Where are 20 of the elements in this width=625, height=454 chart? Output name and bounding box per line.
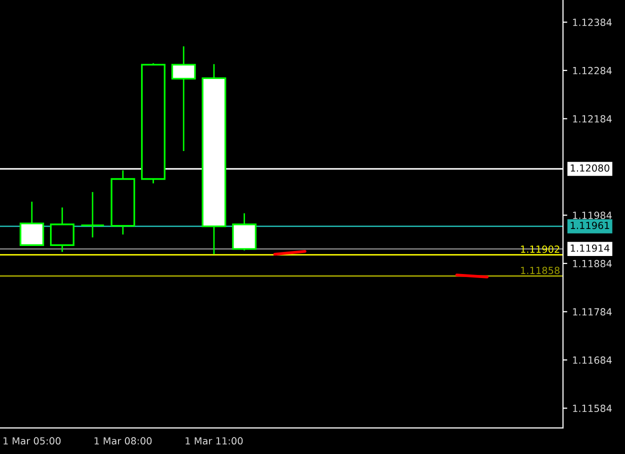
- annotation: 1.11902: [521, 246, 560, 253]
- y-tick-label: 1.11584: [573, 404, 612, 412]
- candlestick: [20, 200, 44, 246]
- candlestick: [80, 191, 105, 238]
- x-tick-label: 1 Mar 11:00: [186, 437, 243, 445]
- x-tick-label: 1 Mar 08:00: [94, 437, 152, 445]
- y-tick-label: 1.11884: [573, 260, 612, 268]
- candlestick: [171, 46, 196, 152]
- candlestick: [50, 206, 74, 253]
- annotation: 1.11858: [521, 266, 560, 274]
- x-tick-label: 1 Mar 05:00: [4, 437, 61, 445]
- y-tick-label: 1.12284: [573, 66, 612, 74]
- ref-line-label: 1.12080: [570, 164, 610, 172]
- y-tick-label: 1.11684: [573, 356, 612, 364]
- y-tick-label: 1.11784: [573, 308, 612, 316]
- ref-line-label: 1.11914: [570, 244, 610, 252]
- y-tick-label: 1.12384: [573, 18, 612, 26]
- ref-line-label: 1.11961: [570, 222, 610, 230]
- y-tick-label: 1.12184: [573, 115, 612, 123]
- y-tick-label: 1.11984: [573, 212, 612, 220]
